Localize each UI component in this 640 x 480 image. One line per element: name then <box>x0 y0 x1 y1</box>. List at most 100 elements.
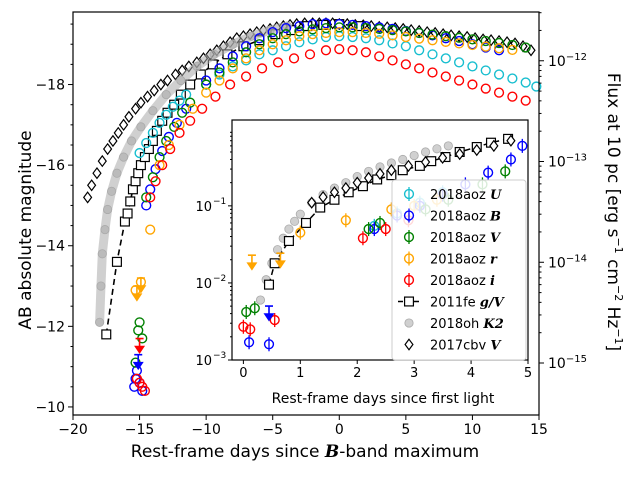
inset-point-2017cbv-v <box>375 167 385 181</box>
inset-x-axis-label: Rest-frame days since first light <box>272 391 495 407</box>
inset-point-2018aoz-b <box>517 140 528 152</box>
point-2018aoz-i <box>145 192 156 203</box>
point-2018aoz-u <box>507 73 518 84</box>
y2-label-part: −2 <box>612 285 625 301</box>
point-2017cbv-v <box>162 74 173 87</box>
point-2018aoz-v <box>320 23 332 34</box>
point-2018aoz-i <box>240 71 252 82</box>
upper-limit-arrow <box>134 337 146 354</box>
point-2017cbv-v <box>142 90 153 103</box>
point-2018aoz-b <box>307 18 318 30</box>
inset-point-2018aoz-i <box>380 223 391 235</box>
y2-tick-label: 10−15 <box>548 354 587 372</box>
point-2018oh-k2 <box>246 31 256 41</box>
point-2018aoz-i <box>480 83 491 94</box>
point-2018aoz-v <box>334 22 345 33</box>
point-2011fe-g-v <box>122 208 133 219</box>
inset-point-2017cbv-v <box>318 190 328 204</box>
point-2018aoz-u <box>280 41 292 52</box>
point-2018aoz-i <box>427 67 438 78</box>
point-2018oh-k2 <box>209 49 219 59</box>
inset-point-2017cbv-v <box>329 186 340 199</box>
point-2018aoz-r <box>414 33 425 44</box>
point-2018aoz-r <box>240 53 252 64</box>
point-2018aoz-r <box>145 224 156 235</box>
y2-tick-exponent: −12 <box>566 52 587 63</box>
point-2018aoz-v <box>374 23 385 35</box>
point-2018aoz-v <box>520 42 531 53</box>
point-2018aoz-r <box>347 27 358 38</box>
point-2018aoz-u <box>440 53 451 64</box>
y2-label-part: ] <box>603 345 623 352</box>
y2-tick-label: 10−14 <box>548 253 587 271</box>
point-2018aoz-v <box>141 192 152 203</box>
legend-band: g/V <box>480 296 506 311</box>
point-2018aoz-i <box>400 59 411 70</box>
inset-point-2018aoz-v <box>241 306 252 318</box>
point-2018oh-k2 <box>97 249 107 259</box>
inset-point-2018oh-k2 <box>398 154 408 165</box>
inset-point-2011fe-g-v <box>263 279 275 290</box>
legend-band: i <box>490 274 495 289</box>
inset-y-tick-exponent: −3 <box>213 351 226 361</box>
inset-upper-limit-arrow <box>246 254 258 271</box>
inset-point-2018oh-k2 <box>420 147 431 157</box>
point-2018oh-k2 <box>228 39 238 49</box>
point-2011fe-g-v <box>101 329 112 340</box>
point-2018aoz-i <box>453 75 465 86</box>
inset-point-2017cbv-v <box>472 143 482 157</box>
inset-point-2011fe-g-v <box>283 235 294 247</box>
inset-point-2011fe-g-v <box>315 202 326 213</box>
inset-upper-limits <box>246 252 286 322</box>
point-2018aoz-u <box>347 31 358 43</box>
point-2018aoz-i <box>374 51 385 62</box>
point-2018aoz-i <box>507 91 518 102</box>
point-2018aoz-r <box>214 75 225 86</box>
point-2018aoz-v <box>280 29 292 40</box>
point-2018aoz-u <box>307 34 318 45</box>
legend-band: K2 <box>482 317 503 332</box>
x-axis-label-italic: B <box>324 442 339 462</box>
point-2018aoz-b <box>267 27 278 38</box>
point-2017cbv-v <box>130 102 141 115</box>
inset-point-2018aoz-b <box>369 223 380 235</box>
point-2017cbv-v <box>97 154 107 168</box>
point-2018aoz-r <box>174 119 185 130</box>
y-tick-label: −14 <box>35 239 65 255</box>
point-2018aoz-i <box>139 385 151 396</box>
inset-point-2017cbv-v <box>307 196 317 209</box>
point-2018aoz-r <box>254 45 265 56</box>
inset-axes-box <box>231 119 529 361</box>
inset-point-2011fe-g-v <box>300 217 312 228</box>
point-2018aoz-b <box>334 18 345 30</box>
series-2011fe-g-v <box>101 19 365 340</box>
y2-tick-label: 10−12 <box>548 52 587 70</box>
point-2018aoz-u <box>134 147 145 159</box>
point-2018aoz-b <box>320 18 332 29</box>
inset-y-tick-label: 10 <box>195 354 212 369</box>
x-tick-label: 10 <box>464 422 482 438</box>
legend-band: V <box>490 231 502 246</box>
point-2018aoz-b <box>240 41 252 52</box>
point-2018aoz-r <box>307 29 318 40</box>
point-2018aoz-v <box>177 107 188 118</box>
point-2018aoz-i <box>347 45 358 56</box>
y2-axis-label: Flux at 10 pc [erg s−1 cm−2 Hz−1] <box>603 73 625 351</box>
inset-point-2017cbv-v <box>489 139 499 153</box>
point-2018aoz-u <box>141 137 152 149</box>
x-tick-label: 15 <box>530 422 548 438</box>
point-2018oh-k2 <box>127 136 137 146</box>
x-tick-label: −10 <box>191 422 221 438</box>
point-2018aoz-u <box>167 101 178 112</box>
point-2017cbv-v <box>342 17 352 31</box>
inset-legend: 2018aoz U 2018aoz B 2018aoz V 2018aoz r 2018… <box>391 179 527 361</box>
point-2018oh-k2 <box>96 281 106 291</box>
point-2018aoz-i <box>520 95 531 106</box>
legend-entry-2018aoz-v: 2018aoz V <box>403 230 502 246</box>
point-2011fe-g-v <box>162 107 173 118</box>
point-2018aoz-b <box>214 63 225 74</box>
point-2018aoz-v <box>507 39 518 51</box>
y-tick-label: −16 <box>35 158 65 174</box>
